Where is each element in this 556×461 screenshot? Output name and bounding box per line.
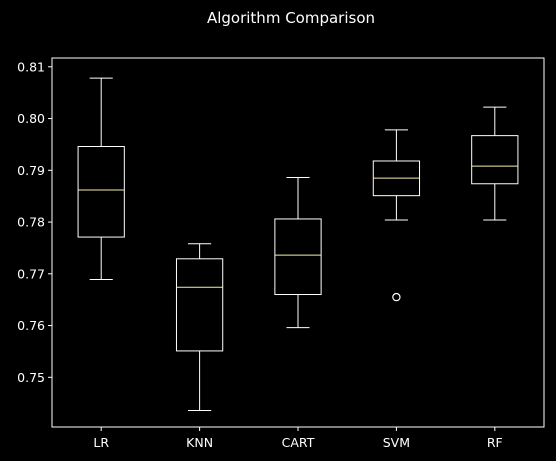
y-tick-label: 0.78: [17, 215, 45, 230]
y-tick-label: 0.79: [17, 163, 45, 178]
y-tick-label: 0.81: [17, 59, 45, 74]
box-iqr: [472, 136, 518, 184]
x-tick-label: SVM: [383, 435, 410, 450]
y-axis: 0.75 0.76 0.77 0.78 0.79 0.80 0.81: [17, 59, 52, 385]
x-tick-label: RF: [487, 435, 503, 450]
box-iqr: [78, 146, 124, 237]
outlier-point: [393, 293, 400, 300]
y-tick-label: 0.76: [17, 318, 45, 333]
box-svm: [373, 130, 419, 301]
x-axis: LR KNN CART SVM RF: [93, 427, 502, 450]
box-cart: [275, 178, 321, 328]
y-tick-label: 0.75: [17, 370, 45, 385]
x-tick-label: LR: [93, 435, 109, 450]
box-knn: [176, 244, 222, 411]
x-tick-label: KNN: [186, 435, 213, 450]
box-iqr: [176, 259, 222, 351]
plot-area-frame: [52, 58, 544, 427]
box-lr: [78, 78, 124, 279]
box-rf: [472, 107, 518, 220]
y-tick-label: 0.80: [17, 111, 45, 126]
chart-title: Algorithm Comparison: [207, 9, 375, 27]
x-tick-label: CART: [282, 435, 315, 450]
y-tick-label: 0.77: [17, 266, 45, 281]
box-iqr: [275, 219, 321, 295]
boxes-group: [78, 78, 518, 410]
